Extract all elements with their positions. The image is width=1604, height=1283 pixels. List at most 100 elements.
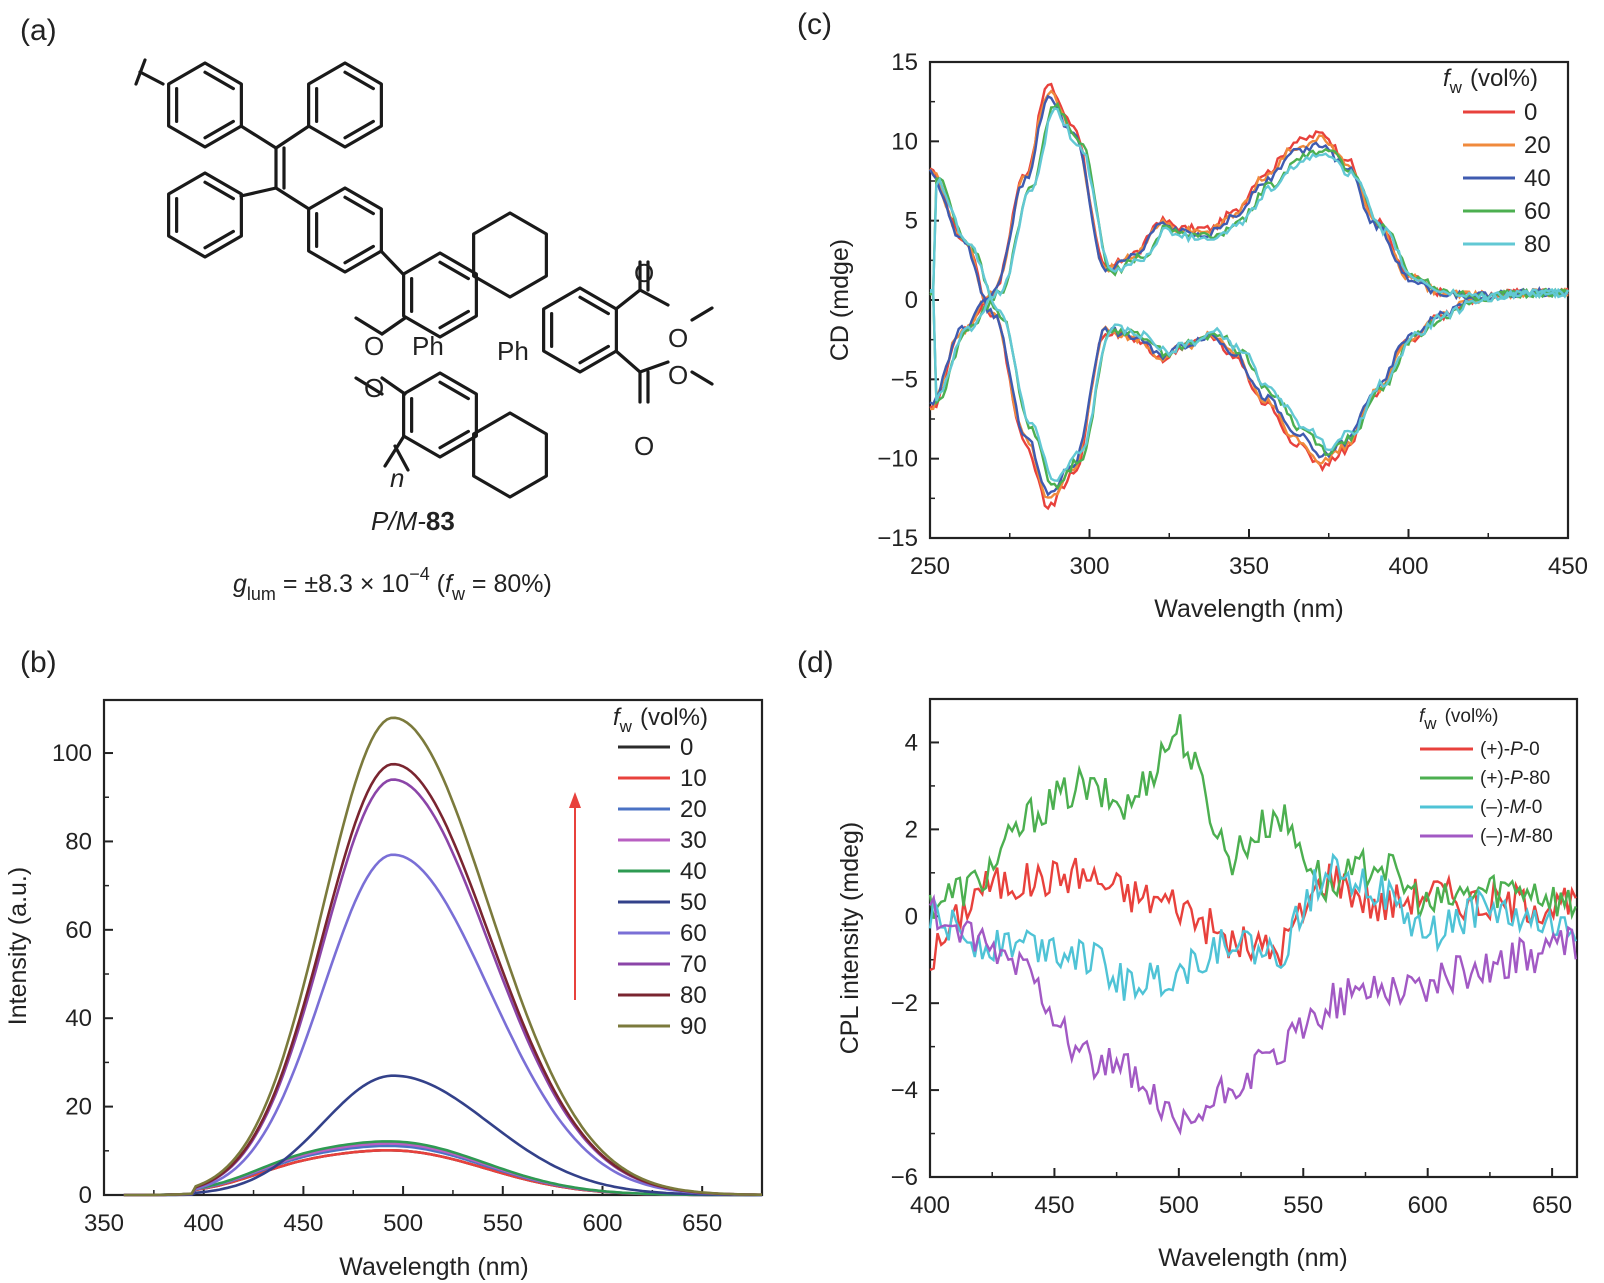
series-line-40 xyxy=(928,168,1569,497)
legend-label-enantiomer: M xyxy=(1510,797,1526,818)
x-tick-label: 350 xyxy=(84,1210,124,1237)
y-tick-label: 10 xyxy=(891,128,918,155)
ylabel-d: CPL intensity (mdeg) xyxy=(836,822,864,1055)
y-tick-label: 0 xyxy=(905,287,918,314)
series-line-80 xyxy=(929,107,1570,402)
double-bond xyxy=(203,180,235,201)
y-tick-label: 4 xyxy=(905,729,918,756)
bond xyxy=(690,370,714,386)
o-label-methoxy-2: O xyxy=(364,373,384,403)
series-line-90 xyxy=(123,716,762,1197)
legend-label: 20 xyxy=(1524,132,1551,159)
legend-label: 80 xyxy=(1524,231,1551,258)
ring xyxy=(307,61,383,149)
y-tick-label: 0 xyxy=(79,1182,92,1209)
ph-label-1: Ph xyxy=(412,331,444,361)
glum-sub: lum xyxy=(247,584,276,604)
compound-number: 83 xyxy=(426,506,455,536)
series-line-60 xyxy=(123,853,762,1197)
legend-title-sub: w xyxy=(1449,78,1463,97)
bond xyxy=(383,434,406,468)
y-tick-label: 5 xyxy=(905,208,918,235)
ticks-d: 400 450 500 550 600 650 −6 −4 −2 0 2 4 xyxy=(891,729,1573,1219)
x-tick-label: 500 xyxy=(1159,1192,1199,1219)
x-tick-label: 500 xyxy=(383,1210,423,1237)
bond xyxy=(239,124,278,150)
legend-label: (–)-M-80 xyxy=(1480,826,1553,847)
legend-label: 20 xyxy=(680,796,707,823)
legend-label: 90 xyxy=(680,1013,707,1040)
x-tick-label: 400 xyxy=(910,1192,950,1219)
double-bond xyxy=(438,309,470,330)
glum-value: glum = ±8.3 × 10−4 (fw = 80%) xyxy=(233,564,552,604)
panel-label-b: (b) xyxy=(20,646,57,679)
x-tick-label: 550 xyxy=(1283,1192,1323,1219)
double-bond xyxy=(578,295,610,316)
glum-exp: −4 xyxy=(409,564,430,584)
bond xyxy=(379,249,405,276)
ylabel-b: Intensity (a.u.) xyxy=(4,867,32,1025)
plot-frame-b xyxy=(102,698,764,1197)
ph-label-2: Ph xyxy=(497,336,529,366)
double-bond xyxy=(343,119,375,140)
x-tick-label: 450 xyxy=(1548,553,1588,580)
x-tick-label: 600 xyxy=(582,1210,622,1237)
y-tick-label: 2 xyxy=(905,816,918,843)
legend-label: 10 xyxy=(680,765,707,792)
o-label-methoxy-1: O xyxy=(364,331,384,361)
legend-label: 40 xyxy=(1524,165,1551,192)
panel-label-c: (c) xyxy=(797,8,832,41)
ring xyxy=(472,211,548,299)
bond xyxy=(380,376,407,396)
y-tick-label: 60 xyxy=(65,917,92,944)
ylabel-c: CD (mdge) xyxy=(826,239,854,361)
legend-title-sub: w xyxy=(1423,714,1437,733)
series-line-80 xyxy=(929,176,1569,482)
bond xyxy=(690,306,714,322)
legend-c: fw (vol%) 0 20 40 60 80 xyxy=(1443,65,1551,258)
bond xyxy=(614,349,642,374)
legend-title-sub: w xyxy=(619,717,633,736)
legend-label: 60 xyxy=(1524,198,1551,225)
y-tick-label: 40 xyxy=(65,1005,92,1032)
double-bond xyxy=(203,119,235,140)
molecule-structure xyxy=(134,58,714,499)
ticks-b: 350 400 450 500 550 600 650 0 20 40 60 80 100 xyxy=(52,740,722,1237)
legend-label: 30 xyxy=(680,827,707,854)
legend-title: fw (vol%) xyxy=(1419,706,1498,733)
x-tick-label: 450 xyxy=(1034,1192,1074,1219)
legend-label: 40 xyxy=(680,858,707,885)
o-label-carbonyl-2: O xyxy=(634,431,654,461)
legend-label-fw: -80 xyxy=(1525,826,1552,847)
legend-label: 0 xyxy=(680,734,693,761)
bond xyxy=(614,288,642,311)
series-line-50 xyxy=(123,1074,762,1197)
double-bond xyxy=(343,70,375,91)
ring xyxy=(472,411,548,499)
o-label-ester-1: O xyxy=(668,323,688,353)
legend-label: (+)-P-80 xyxy=(1480,768,1550,789)
series-line-80 xyxy=(123,762,762,1197)
increase-arrow-head xyxy=(569,792,581,808)
glum-fsub: w xyxy=(451,584,466,604)
xlabel-c: Wavelength (nm) xyxy=(1154,595,1343,623)
o-label-carbonyl-1: O xyxy=(634,258,654,288)
bond xyxy=(354,316,384,336)
bond xyxy=(274,124,311,150)
legend-label: 0 xyxy=(1524,99,1537,126)
series-line-40 xyxy=(123,1140,762,1197)
series-line-60 xyxy=(929,101,1569,406)
panel-d: (d) 400 450 500 550 600 650 −6 −4 −2 0 2 4 fw (vol%)… xyxy=(797,646,1579,1272)
ring xyxy=(167,61,243,149)
series-line-(–)-M-80 xyxy=(928,893,1577,1136)
legend-label-enantiomer: P xyxy=(1510,768,1523,789)
double-bond xyxy=(203,229,235,250)
legend-label-fw: -0 xyxy=(1525,797,1542,818)
double-bond xyxy=(343,195,375,216)
bond xyxy=(134,58,147,86)
series-line-(–)-M-0 xyxy=(928,852,1577,1001)
glum-f: f xyxy=(445,570,455,598)
